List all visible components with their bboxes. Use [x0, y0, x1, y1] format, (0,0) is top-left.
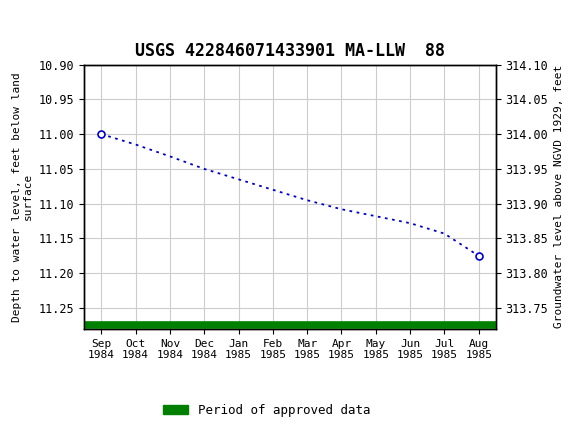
- Text: USGS: USGS: [38, 9, 97, 28]
- Y-axis label: Depth to water level, feet below land
surface: Depth to water level, feet below land su…: [12, 72, 33, 322]
- Legend: Period of approved data: Period of approved data: [158, 399, 376, 421]
- Title: USGS 422846071433901 MA-LLW  88: USGS 422846071433901 MA-LLW 88: [135, 42, 445, 60]
- Text: ≡: ≡: [9, 7, 30, 31]
- Y-axis label: Groundwater level above NGVD 1929, feet: Groundwater level above NGVD 1929, feet: [554, 65, 564, 329]
